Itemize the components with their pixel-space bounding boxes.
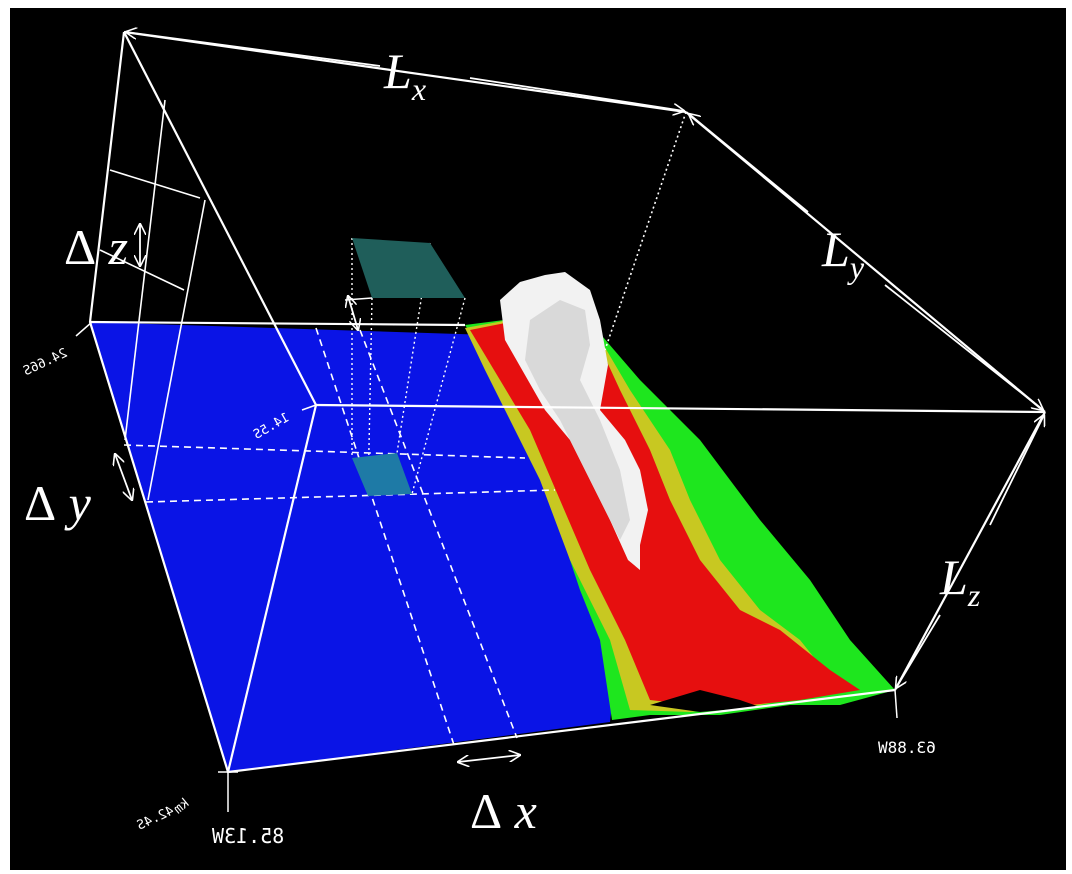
terrain-dark-patch — [650, 690, 760, 712]
floor-grid-cell — [352, 453, 412, 496]
terrain-snow-shade — [525, 300, 630, 540]
label-Lz-base: L — [940, 549, 968, 605]
arrow-Ly-upper — [689, 114, 809, 213]
label-dx: Δ x — [470, 786, 537, 836]
arrow-Lz-upper — [989, 415, 1044, 526]
label-Lx-base: L — [384, 43, 412, 99]
label-Ly: Ly — [822, 221, 864, 283]
label-dz-delta: Δ — [64, 219, 97, 275]
arrow-cell-height — [348, 296, 358, 330]
tick-lon-left: 85.13W — [212, 824, 285, 848]
label-Ly-base: L — [822, 221, 850, 277]
ocean-surface — [90, 322, 640, 772]
arrow-dy — [115, 454, 132, 500]
label-dx-var: x — [514, 783, 537, 839]
label-Lx: Lx — [384, 43, 426, 105]
label-dy-var: y — [68, 475, 91, 531]
label-dx-delta: Δ — [470, 783, 503, 839]
box-edges — [88, 30, 1046, 774]
elevated-grid-cell — [352, 238, 465, 298]
arrow-Ly-lower — [884, 284, 1043, 410]
back-vertical-dotted — [604, 111, 687, 351]
arrow-dx — [458, 755, 520, 762]
label-Lx-subscript: x — [411, 71, 427, 107]
arrow-Lz-lower — [896, 614, 941, 688]
label-Ly-subscript: y — [849, 249, 865, 285]
label-dz: Δ z — [64, 222, 128, 272]
vertical-layer-lines — [99, 99, 206, 501]
dimension-arrows — [115, 32, 1044, 762]
grid-dashed-lines — [123, 327, 556, 749]
label-dy-delta: Δ — [24, 475, 57, 531]
tick-marks — [75, 297, 898, 812]
arrow-Lx-right — [469, 77, 684, 111]
label-Lz-subscript: z — [967, 577, 981, 613]
arrow-Lx-left — [126, 32, 381, 67]
label-dy: Δ y — [24, 478, 91, 528]
tick-lon-right: 63.88W — [878, 738, 936, 757]
label-Lz: Lz — [940, 549, 980, 611]
label-dz-var: z — [108, 219, 129, 275]
